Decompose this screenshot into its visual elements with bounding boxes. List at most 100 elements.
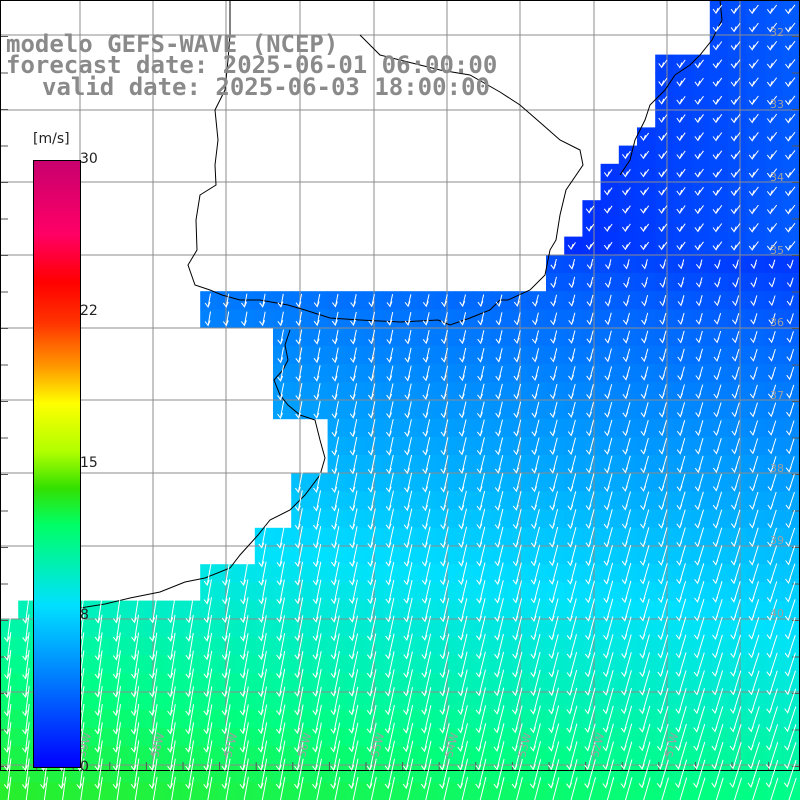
wind-arrow xyxy=(3,758,12,790)
wind-arrow xyxy=(675,723,687,752)
wind-arrow xyxy=(440,544,449,567)
wind-arrow xyxy=(677,384,685,400)
wind-arrow xyxy=(640,205,650,214)
wind-arrow xyxy=(622,419,631,437)
wind-arrow xyxy=(586,384,594,400)
wind-arrow xyxy=(549,437,558,456)
wind-arrow xyxy=(694,580,705,603)
wind-arrow xyxy=(712,473,722,492)
wind-arrow xyxy=(731,491,741,511)
wind-arrow xyxy=(477,401,485,419)
wind-arrow xyxy=(766,150,778,160)
wind-arrow xyxy=(386,419,394,438)
wind-arrow xyxy=(602,687,614,715)
wind-arrow xyxy=(203,615,212,642)
wind-arrow xyxy=(620,687,632,715)
wind-arrow xyxy=(459,294,466,308)
wind-arrow xyxy=(402,740,414,771)
wind-arrow xyxy=(112,722,121,753)
wind-arrow xyxy=(548,580,559,604)
wind-arrow xyxy=(494,455,504,474)
wind-arrow xyxy=(548,651,559,678)
wind-arrow xyxy=(94,668,103,698)
wind-arrow xyxy=(531,330,539,345)
wind-arrow xyxy=(639,527,650,548)
wind-arrow xyxy=(548,741,560,771)
wind-arrow xyxy=(350,347,357,364)
wind-arrow xyxy=(513,330,521,345)
wind-arrow xyxy=(640,223,650,233)
wind-arrow xyxy=(730,563,741,585)
wind-arrow xyxy=(22,722,30,754)
wind-arrow xyxy=(586,294,594,307)
wind-arrow xyxy=(586,312,594,326)
coastline-brazil xyxy=(619,0,723,176)
wind-arrow xyxy=(221,740,231,772)
wind-arrow xyxy=(661,777,669,800)
wind-arrow xyxy=(567,562,577,585)
wind-arrow xyxy=(312,526,322,549)
wind-arrow xyxy=(276,633,286,661)
wind-arrow xyxy=(749,420,759,436)
wind-arrow xyxy=(784,670,796,696)
wind-arrow xyxy=(695,402,704,418)
wind-arrow xyxy=(767,438,777,455)
wind-arrow xyxy=(567,419,576,437)
wind-arrow xyxy=(785,456,795,473)
wind-arrow xyxy=(458,383,467,400)
wind-arrow xyxy=(786,420,795,436)
wind-arrow xyxy=(588,777,596,800)
wind-arrow xyxy=(568,330,576,344)
wind-arrow xyxy=(403,526,413,549)
wind-arrow xyxy=(348,669,359,697)
wind-arrow xyxy=(568,383,576,400)
wind-arrow xyxy=(239,650,249,679)
wind-arrow xyxy=(403,615,413,642)
wind-arrow xyxy=(765,742,779,770)
wind-arrow xyxy=(603,616,614,641)
wind-arrow xyxy=(388,776,395,800)
wind-arrow xyxy=(695,277,703,288)
wind-arrow xyxy=(476,490,486,512)
wind-arrow xyxy=(494,562,504,586)
wind-arrow xyxy=(257,668,267,698)
wind-arrow xyxy=(676,580,687,603)
wind-arrow xyxy=(621,491,631,511)
wind-arrow xyxy=(730,241,741,251)
wind-arrow xyxy=(552,777,560,800)
wind-arrow xyxy=(385,615,395,642)
wind-arrow xyxy=(730,223,741,233)
wind-arrow xyxy=(785,204,796,215)
wind-arrow xyxy=(476,580,486,604)
wind-arrow xyxy=(530,526,540,548)
wind-arrow xyxy=(239,633,249,661)
wind-arrow xyxy=(748,204,759,215)
wind-arrow xyxy=(605,259,612,270)
wind-arrow xyxy=(203,758,213,790)
wind-arrow xyxy=(131,614,139,643)
wind-arrow xyxy=(43,776,48,800)
wind-arrow xyxy=(367,633,377,660)
wind-arrow xyxy=(748,22,759,33)
wind-arrow xyxy=(785,186,796,197)
wind-arrow xyxy=(476,615,486,641)
wind-arrow xyxy=(185,740,195,772)
wind-arrow xyxy=(440,437,449,456)
wind-arrow xyxy=(621,616,632,641)
wind-arrow xyxy=(549,473,558,493)
wind-arrow xyxy=(712,581,723,603)
wind-arrow xyxy=(276,525,285,549)
wind-arrow xyxy=(203,686,213,716)
wind-arrow xyxy=(713,402,722,418)
coastline xyxy=(60,0,723,609)
wind-arrow xyxy=(241,311,248,327)
wind-arrow xyxy=(149,686,158,717)
wind-arrow xyxy=(730,634,742,659)
wind-arrow xyxy=(239,758,249,790)
wind-arrow xyxy=(348,615,358,642)
wind-arrow xyxy=(711,688,724,715)
wind-arrow xyxy=(784,652,796,677)
wind-arrow xyxy=(277,347,284,364)
wind-arrow xyxy=(621,527,632,548)
